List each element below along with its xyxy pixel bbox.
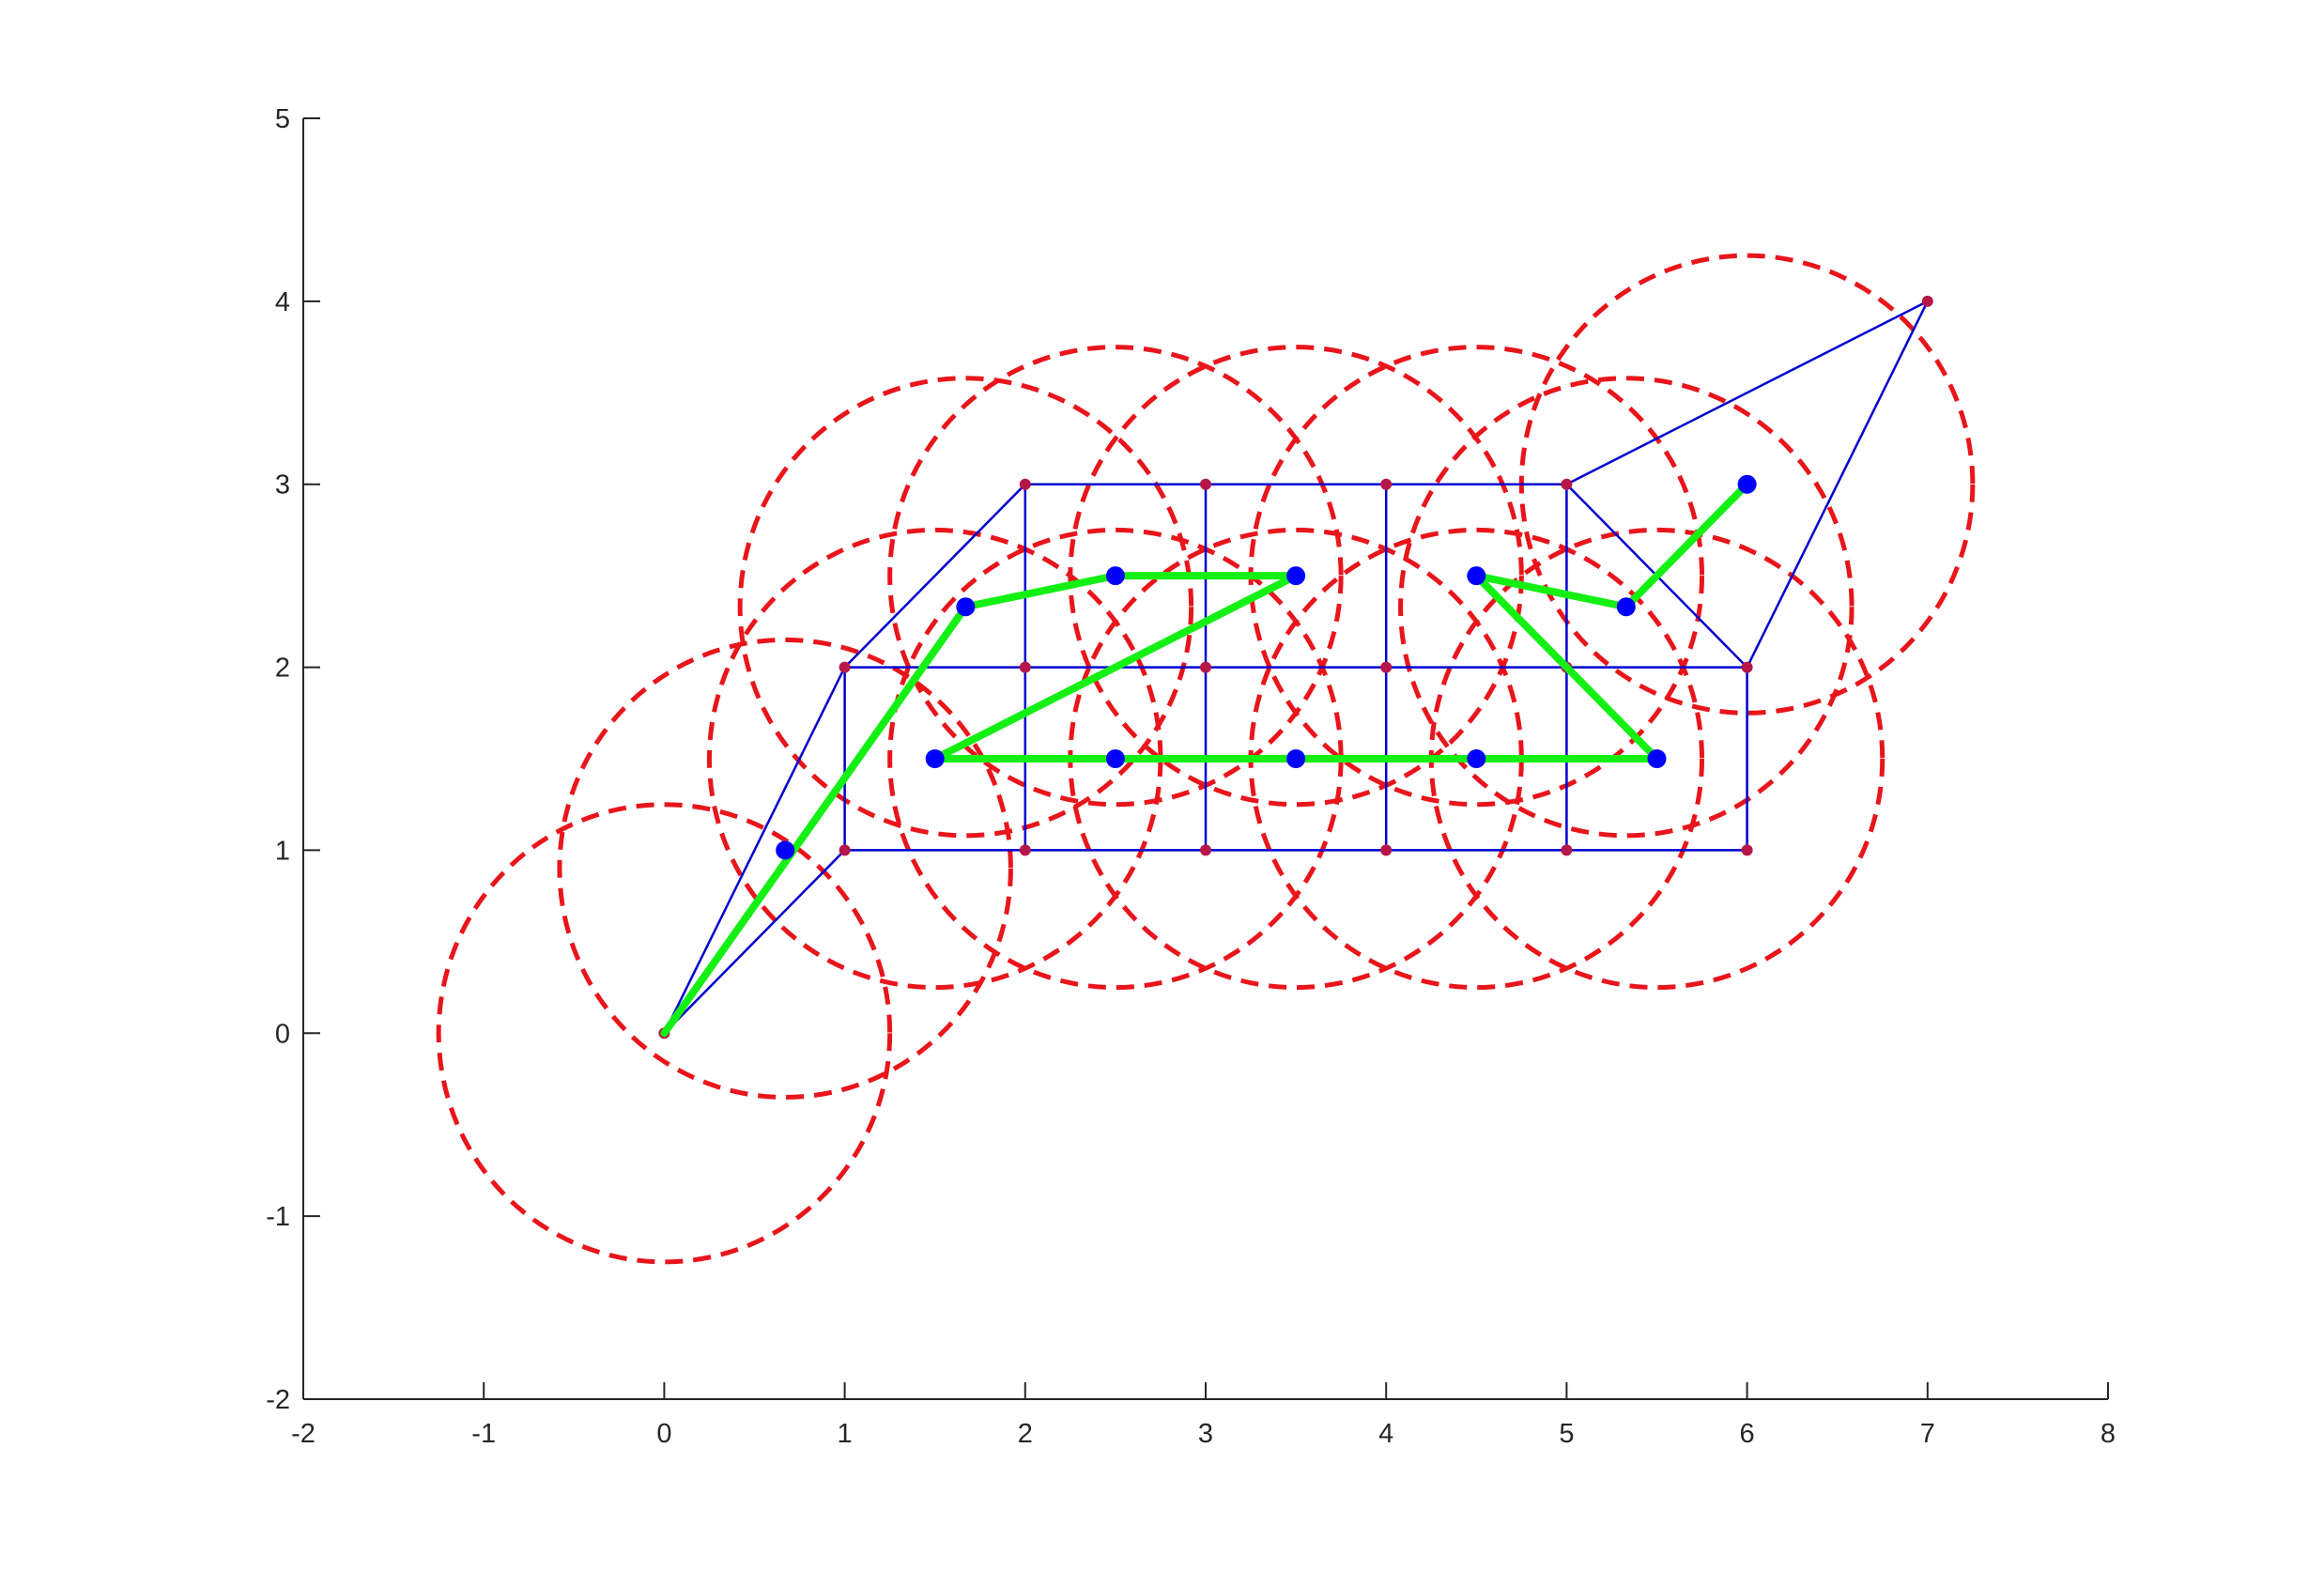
sensor-point-8 [1467,566,1486,586]
x-tick-label-7: 5 [1559,1419,1574,1449]
mesh-edge-13 [1565,300,1929,485]
x-tick-label-1: -1 [471,1419,496,1449]
sensor-point-0 [925,749,945,768]
y-tick-label-3: 1 [275,836,290,866]
mesh-node-13 [1019,478,1031,490]
mesh-edges [663,300,1929,1035]
mesh-node-14 [1200,478,1211,490]
axes: -2 -1 0 1 2 3 4 5 6 7 8 -2 -1 0 1 2 3 4 5 [266,104,2116,1449]
y-tick-label-6: 4 [275,287,290,317]
x-tick-label-2: 0 [656,1419,671,1449]
x-tick-label-0: -2 [291,1419,316,1449]
sensor-point-7 [1286,566,1306,586]
sensor-point-2 [1286,749,1306,768]
sensor-point-4 [1647,749,1667,768]
x-tick-label-5: 3 [1198,1419,1213,1449]
sensor-point-6 [1105,566,1125,586]
mesh-nodes [658,295,1933,1040]
y-tick-label-1: -1 [266,1202,290,1232]
x-tick-label-6: 4 [1378,1419,1393,1449]
mesh-node-17 [1921,295,1933,307]
mesh-node-5 [1561,844,1573,856]
mesh-node-9 [1200,661,1211,673]
coverage-circle-8 [887,345,1344,808]
mesh-node-7 [839,661,851,673]
mesh-node-2 [1019,844,1031,856]
mesh-edge-9 [663,849,846,1035]
sensor-point-10 [1737,474,1757,494]
mesh-node-16 [1561,478,1573,490]
mesh-edge-10 [663,667,846,1034]
sensor-points [776,474,1757,860]
mesh-edge-11 [843,483,1026,669]
mesh-node-10 [1380,661,1393,673]
mesh-edge-14 [1746,300,1929,669]
mesh-node-1 [839,844,851,856]
y-tick-label-7: 5 [275,104,290,134]
x-tick-label-4: 2 [1018,1419,1033,1449]
mesh-node-4 [1380,844,1393,856]
coverage-circle-7 [737,376,1194,839]
y-tick-label-2: 0 [275,1019,290,1049]
y-tick-label-5: 3 [275,470,290,501]
x-tick-label-9: 7 [1920,1419,1935,1449]
mesh-node-15 [1380,478,1393,490]
x-tick-label-10: 8 [2101,1419,2116,1449]
x-tick-label-8: 6 [1740,1419,1755,1449]
sensor-point-9 [1616,597,1636,617]
mesh-node-6 [1741,844,1753,856]
mesh-node-3 [1200,844,1211,856]
sensor-point-11 [776,840,795,860]
x-tick-label-3: 1 [838,1419,853,1449]
mesh-node-8 [1019,661,1031,673]
y-tick-label-4: 2 [275,654,290,684]
coverage-circle-11 [1398,376,1855,839]
y-tick-label-0: -2 [266,1385,290,1415]
sensor-point-5 [956,597,976,617]
sensor-point-3 [1467,749,1486,768]
coverage-circle-9 [1068,345,1524,808]
mesh-node-12 [1741,661,1753,673]
coverage-circle-0 [436,802,893,1265]
coverage-circle-1 [557,637,1013,1100]
sensor-point-1 [1105,749,1125,768]
